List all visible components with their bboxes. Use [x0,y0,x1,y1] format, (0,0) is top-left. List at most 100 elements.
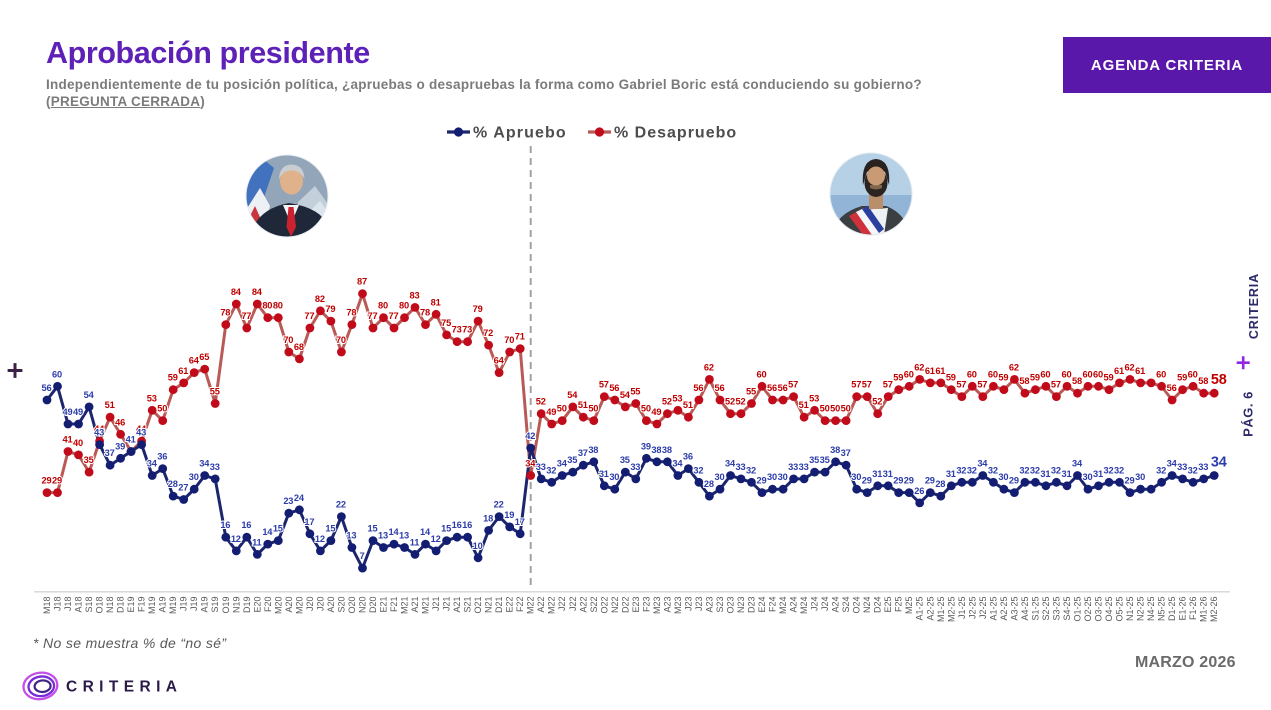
svg-text:15: 15 [325,524,335,534]
svg-text:29: 29 [1125,476,1135,486]
svg-text:62: 62 [1125,362,1135,372]
svg-text:A1-25: A1-25 [915,597,925,621]
svg-text:32: 32 [1188,465,1198,475]
svg-text:A22: A22 [536,597,546,613]
svg-text:N21: N21 [484,597,494,614]
svg-text:S2-25: S2-25 [1041,597,1051,621]
svg-text:N19: N19 [231,597,241,614]
svg-text:32: 32 [1114,465,1124,475]
svg-text:60: 60 [967,369,977,379]
svg-text:61: 61 [935,366,945,376]
svg-text:A22: A22 [578,597,588,613]
svg-text:37: 37 [578,448,588,458]
svg-text:62: 62 [914,362,924,372]
svg-text:CRITERIA: CRITERIA [66,679,182,696]
svg-text:77: 77 [241,311,251,321]
svg-text:87: 87 [357,277,367,287]
svg-text:64: 64 [494,356,505,366]
svg-text:30: 30 [1135,472,1145,482]
svg-text:12: 12 [231,534,241,544]
svg-text:O20: O20 [347,597,357,614]
svg-text:M1-26: M1-26 [1199,597,1209,623]
svg-text:M23: M23 [673,597,683,615]
svg-text:34: 34 [977,459,988,469]
svg-text:77: 77 [389,311,399,321]
svg-text:D1-25: D1-25 [1167,597,1177,622]
svg-text:53: 53 [147,393,157,403]
svg-text:77: 77 [368,311,378,321]
svg-text:30: 30 [609,472,619,482]
svg-text:A21: A21 [410,597,420,613]
svg-text:34: 34 [1167,459,1178,469]
svg-text:22: 22 [336,500,346,510]
svg-text:34: 34 [199,459,210,469]
svg-text:40: 40 [73,438,83,448]
svg-text:34: 34 [147,459,158,469]
svg-text:32: 32 [693,465,703,475]
svg-text:23: 23 [283,496,293,506]
svg-text:15: 15 [273,524,283,534]
svg-text:J22: J22 [557,597,567,612]
svg-text:14: 14 [420,527,431,537]
svg-text:35: 35 [620,455,630,465]
svg-text:60: 60 [1083,369,1093,379]
svg-text:59: 59 [946,373,956,383]
svg-text:50: 50 [157,404,167,414]
svg-text:52: 52 [725,397,735,407]
svg-text:7: 7 [360,551,365,561]
svg-text:42: 42 [525,431,535,441]
svg-text:S1-25: S1-25 [1030,597,1040,621]
svg-text:D24: D24 [873,597,883,614]
svg-text:29: 29 [52,476,62,486]
svg-text:60: 60 [988,369,998,379]
svg-text:44: 44 [136,424,147,434]
svg-text:F19: F19 [137,597,147,613]
svg-text:O19: O19 [221,597,231,614]
svg-text:64: 64 [189,356,200,366]
svg-text:68: 68 [294,342,304,352]
svg-text:51: 51 [799,400,809,410]
svg-text:35: 35 [567,455,577,465]
svg-text:S24: S24 [841,597,851,613]
svg-text:46: 46 [115,417,125,427]
svg-text:M18: M18 [42,597,52,615]
svg-text:28: 28 [935,479,945,489]
svg-text:57: 57 [788,380,798,390]
svg-text:29: 29 [893,476,903,486]
svg-text:32: 32 [746,465,756,475]
svg-text:O21: O21 [473,597,483,614]
svg-text:S3-25: S3-25 [1051,597,1061,621]
svg-text:13: 13 [399,531,409,541]
svg-text:32: 32 [1104,465,1114,475]
svg-text:39: 39 [115,441,125,451]
svg-text:E25: E25 [883,597,893,613]
svg-text:57: 57 [883,380,893,390]
svg-text:50: 50 [588,404,598,414]
svg-text:41: 41 [126,435,136,445]
svg-text:28: 28 [704,479,714,489]
svg-text:34: 34 [672,459,683,469]
svg-text:22: 22 [494,500,504,510]
svg-text:80: 80 [262,301,272,311]
svg-text:59: 59 [893,373,903,383]
svg-text:30: 30 [715,472,725,482]
svg-text:59: 59 [998,373,1008,383]
svg-text:30: 30 [189,472,199,482]
svg-text:M1-25: M1-25 [936,597,946,623]
svg-text:A23: A23 [662,597,672,613]
svg-text:33: 33 [736,462,746,472]
svg-text:51: 51 [105,400,115,410]
svg-text:82: 82 [315,294,325,304]
svg-text:CRITERIA: CRITERIA [1247,273,1261,339]
svg-text:M22: M22 [547,597,557,615]
svg-text:50: 50 [830,404,840,414]
svg-text:60: 60 [757,369,767,379]
svg-text:60: 60 [1156,369,1166,379]
svg-text:50: 50 [641,404,651,414]
svg-text:71: 71 [515,332,525,342]
svg-text:30: 30 [1083,472,1093,482]
svg-text:S4-25: S4-25 [1062,597,1072,621]
svg-text:75: 75 [441,318,451,328]
svg-text:M21: M21 [421,597,431,615]
svg-text:A24: A24 [789,597,799,613]
